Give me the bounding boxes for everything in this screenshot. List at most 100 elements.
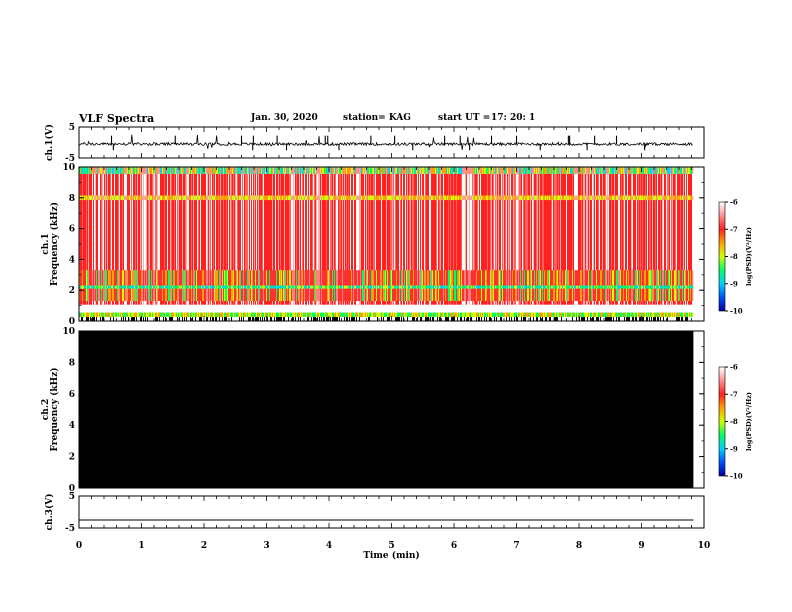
ch1-spectrogram-cell [605, 312, 607, 318]
ch1-spectrogram-cell [259, 317, 261, 321]
ch1-spectrogram-cell [513, 195, 515, 201]
ch1-spectrogram-cell [109, 173, 111, 305]
ch1-spectrogram-cell [353, 173, 355, 305]
ch1-spectrogram-cell [422, 317, 424, 321]
ch1-spectrogram-cell [343, 304, 345, 313]
ch1-spectrogram-cell [487, 173, 489, 305]
ch1-spectrogram-cell [660, 285, 662, 289]
ch1-spectrogram-cell [80, 285, 82, 289]
ch1-spectrogram-cell [546, 195, 548, 201]
ch1-spectrogram-cell [665, 167, 667, 174]
ch1-spectrogram-cell [684, 317, 686, 321]
ch1-spectrogram-cell [361, 173, 363, 305]
ch1-spectrogram-cell [256, 304, 258, 313]
ch1-spectrogram-cell [236, 167, 238, 174]
ch1-spectrogram-cell [587, 317, 589, 321]
ch1-spectrogram-cell [168, 285, 170, 289]
ch1-spectrogram-cell [400, 312, 402, 318]
ch1-spectrogram-cell [610, 195, 612, 201]
ch1-spectrogram-cell [673, 167, 675, 174]
ch1-spectrogram-cell [591, 167, 593, 174]
ch1-spectrogram-cell [252, 304, 254, 313]
ch1-spectrogram-cell [141, 195, 143, 201]
ch1-spectrogram-cell [489, 195, 491, 201]
ch1-spectrogram-cell [104, 304, 106, 313]
ch1-spectrogram-cell [264, 167, 266, 174]
ch1-spectrogram-cell [490, 173, 492, 305]
ch1-spectrogram-cell [318, 195, 320, 201]
ch1-spectrogram-cell [431, 285, 433, 289]
ch1-spectrogram-cell [487, 167, 489, 174]
ch1-spectrogram-cell [583, 167, 585, 174]
ch1-spectrogram-cell [653, 173, 655, 305]
ch1-spectrogram-cell [300, 304, 302, 313]
ch1-spectrogram-cell [339, 285, 341, 289]
ch1-spectrogram-cell [213, 304, 215, 313]
ch1-spectrogram-cell [155, 173, 157, 305]
ch1-spectrogram-cell [548, 304, 550, 313]
ch1-spectrogram-cell [636, 285, 638, 289]
ch1-spectrogram-cell [139, 304, 141, 313]
ch1-spectrogram-cell [470, 312, 472, 318]
ch1-spectrogram-cell [666, 312, 668, 318]
ch1-spectrogram-cell [601, 195, 603, 201]
ch1-spectrogram-cell [643, 195, 645, 201]
ch1-spectrogram-cell [426, 312, 428, 318]
ch1-spectrogram-cell [540, 317, 542, 321]
ch1-spectrogram-cell [157, 285, 159, 289]
ch1-spectrogram-cell [282, 173, 284, 305]
ch1-spectrogram-cell [678, 312, 680, 318]
ch1-spectrogram-cell [150, 317, 152, 321]
ch1-spectrogram-cell [506, 195, 508, 201]
ch1-spectrogram-cell [229, 312, 231, 318]
ch1-spectrogram-cell [654, 195, 656, 201]
ch1-spectrogram-cell [455, 167, 457, 174]
ch1-spectrogram-cell [304, 167, 306, 174]
ch1-spectrogram-cell [682, 173, 684, 305]
ch1-spectrogram-cell [470, 304, 472, 313]
ch1-spectrogram-cell [560, 317, 562, 321]
ch1-spectrogram-cell [447, 304, 449, 313]
ch1-spectrogram-cell [650, 317, 652, 321]
ch1-spectrogram-cell [340, 167, 342, 174]
ch1-spectrogram-cell [394, 167, 396, 174]
ch1-spectrogram-cell [530, 304, 532, 313]
ch1-spectrogram-cell [194, 195, 196, 201]
ch1-spectrogram-cell [251, 312, 253, 318]
ch1-spectrogram-cell [174, 285, 176, 289]
ch1-spectrogram-cell [677, 317, 679, 321]
ch1-spectrogram-cell [442, 317, 444, 321]
ch1-spectrogram-cell [517, 285, 519, 289]
ch1-spectrogram-cell [284, 167, 286, 174]
ch1-spectrogram-cell [556, 195, 558, 201]
ch1-spectrogram-cell [386, 285, 388, 289]
ch1-spectrogram-cell [477, 285, 479, 289]
ch1-spectrogram-cell [307, 167, 309, 174]
ch1-spectrogram-cell [391, 285, 393, 289]
ch1-spectrogram-cell [577, 304, 579, 313]
ch1-spectrogram-cell [247, 312, 249, 318]
ch1-spectrogram-cell [130, 167, 132, 174]
ch1-spectrogram-cell [435, 285, 437, 289]
ch1-spectrogram-cell [444, 312, 446, 318]
ch1-spectrogram-cell [113, 304, 115, 313]
ch1-spectrogram-cell [607, 167, 609, 174]
ch1-spectrogram-cell [298, 167, 300, 174]
ch1-spectrogram-cell [271, 195, 273, 201]
ch1-spectrogram-cell [311, 173, 313, 305]
ch1-spectrogram-cell [381, 312, 383, 318]
ch1-spectrogram-cell [314, 173, 316, 305]
ch1-spectrogram-cell [282, 195, 284, 201]
ch1-spectrogram-cell [251, 304, 253, 313]
ch1-spectrogram-cell [469, 285, 471, 289]
ch1-spectrogram-cell [574, 285, 576, 289]
ch1-spectrogram-cell [84, 285, 86, 289]
ch1-spectrogram-cell [450, 312, 452, 318]
ch1-spectrogram-cell [107, 317, 109, 321]
ch1-spectrogram-cell [404, 285, 406, 289]
ch1-spectrogram-cell [206, 195, 208, 201]
ch1-spectrogram-cell [136, 312, 138, 318]
ch1-spectrogram-cell [295, 317, 297, 321]
ch1-spectrogram-cell [148, 312, 150, 318]
ch1-spectrogram-cell [119, 285, 121, 289]
